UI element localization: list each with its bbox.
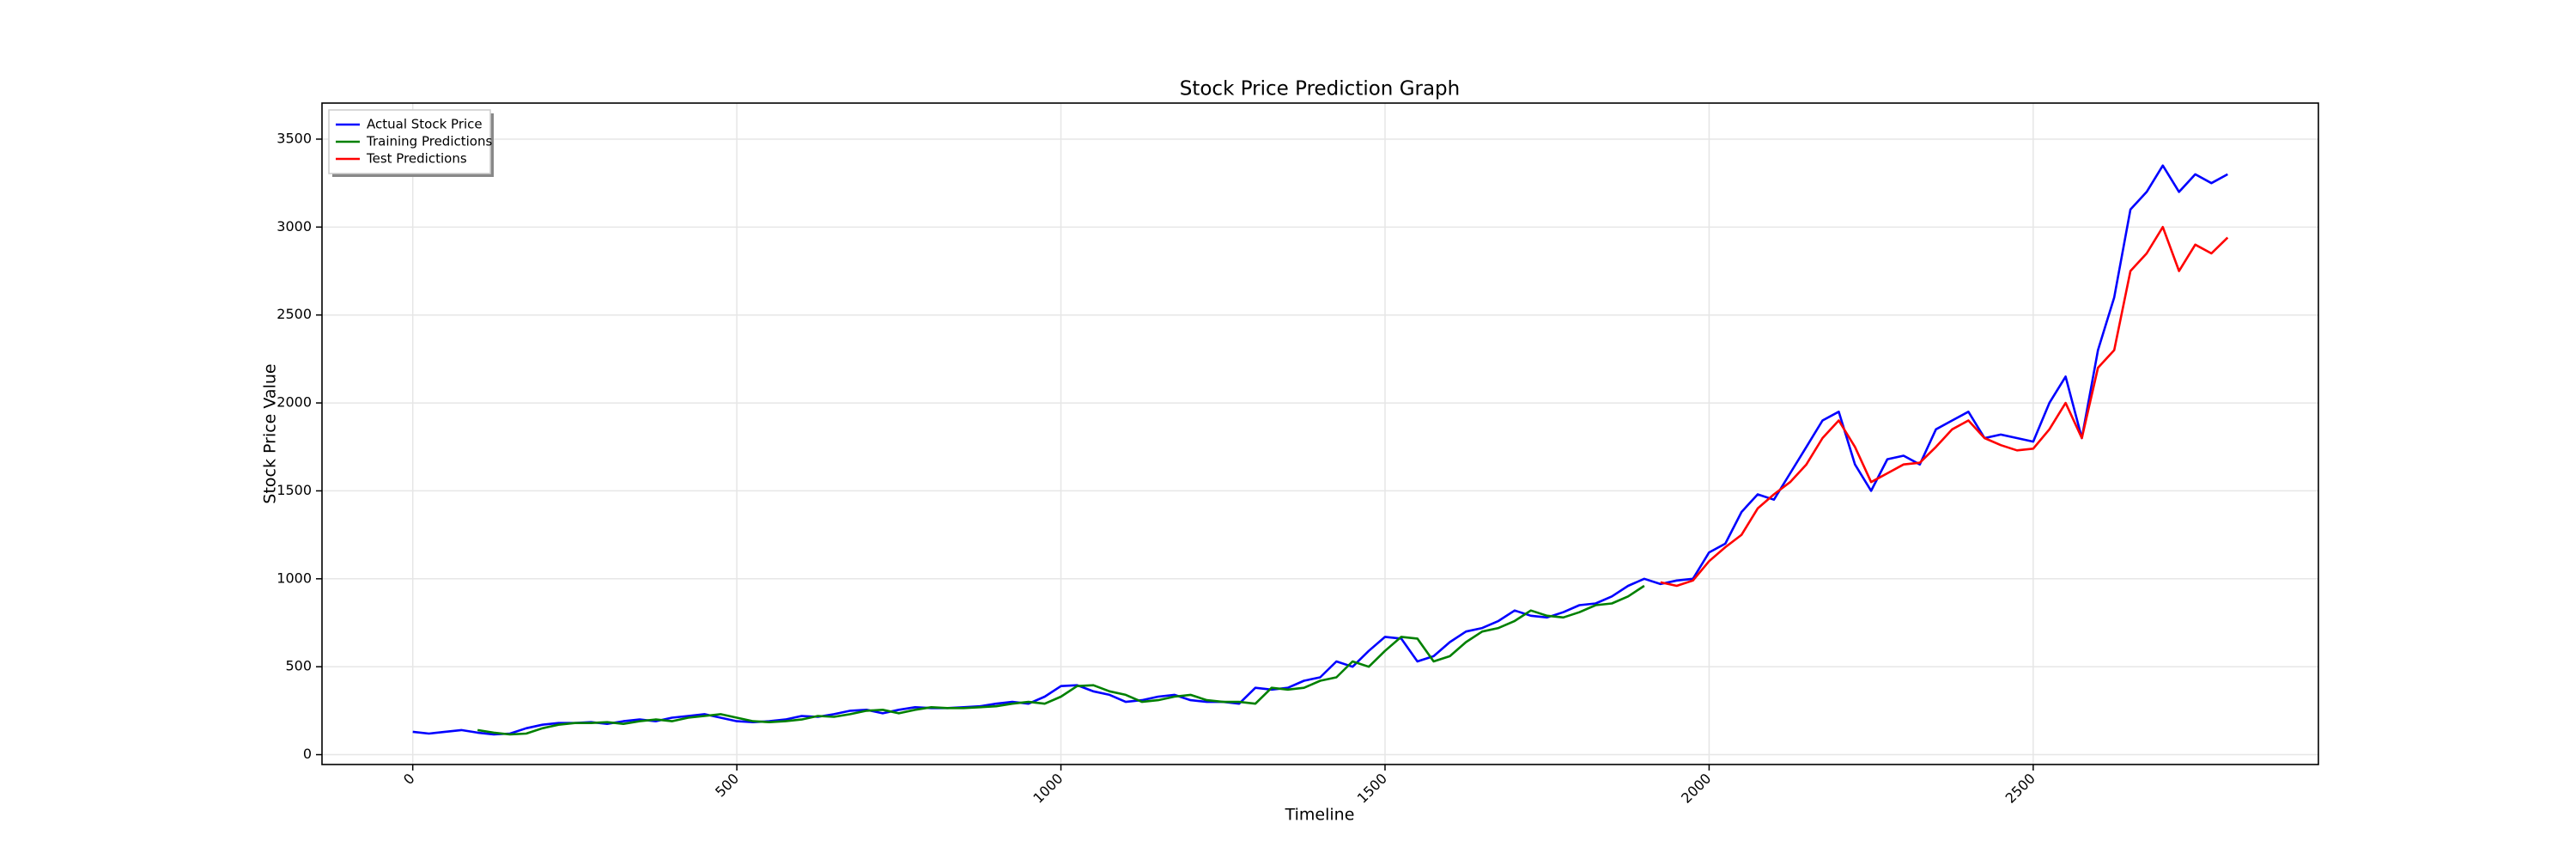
line-series: [412, 164, 2228, 736]
plot-frame: [321, 102, 2319, 765]
y-tick-label: 500: [285, 658, 312, 674]
legend-label: Training Predictions: [366, 134, 492, 149]
legend-box: [328, 109, 491, 174]
y-tick-label: 3000: [276, 218, 312, 235]
chart-title: Stock Price Prediction Graph: [1180, 78, 1461, 101]
x-tick-label: 0: [400, 771, 418, 789]
y-tick-label: 0: [303, 746, 312, 762]
x-axis-label: Timeline: [1285, 806, 1355, 825]
legend: Actual Stock Price Training Predictions Te…: [328, 109, 494, 177]
x-tick-label: 1500: [1354, 771, 1390, 807]
legend-label: Test Predictions: [366, 151, 467, 167]
x-tick-label: 1000: [1030, 771, 1066, 807]
y-tick-label: 2500: [276, 306, 312, 322]
y-tick-label: 2000: [276, 394, 312, 411]
y-tick-label: 1500: [276, 482, 312, 498]
x-tick-label: 2500: [2002, 771, 2038, 807]
legend-label: Actual Stock Price: [367, 117, 483, 132]
line-series: [1660, 226, 2229, 588]
y-tick-label: 1000: [276, 570, 312, 586]
y-tick-label: 3500: [276, 130, 312, 146]
x-tick-label: 2000: [1678, 771, 1714, 807]
y-axis-label: Stock Price Value: [261, 363, 280, 503]
line-series: [477, 584, 1645, 736]
x-tick-label: 500: [712, 771, 742, 801]
